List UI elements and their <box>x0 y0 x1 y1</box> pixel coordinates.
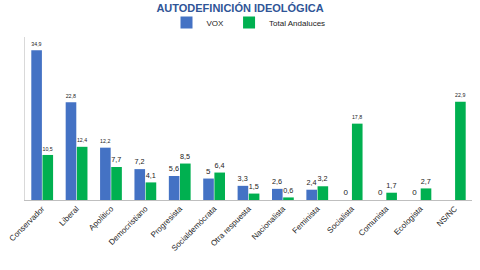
svg-text:7,2: 7,2 <box>134 157 144 166</box>
svg-text:Socialista: Socialista <box>325 204 356 235</box>
svg-text:AUTODEFINICIÓN IDEOLÓGICA: AUTODEFINICIÓN IDEOLÓGICA <box>156 2 323 14</box>
svg-text:2,6: 2,6 <box>272 177 282 186</box>
svg-text:Progresista: Progresista <box>149 204 184 239</box>
svg-text:34,9: 34,9 <box>31 41 41 47</box>
svg-text:Comunista: Comunista <box>357 204 391 238</box>
svg-text:22,9: 22,9 <box>455 92 465 98</box>
svg-text:10,5: 10,5 <box>42 146 52 152</box>
svg-text:6,4: 6,4 <box>214 161 224 170</box>
svg-text:Apolítico: Apolítico <box>87 204 115 232</box>
svg-text:Feminista: Feminista <box>291 204 322 235</box>
svg-text:12,4: 12,4 <box>77 137 87 143</box>
svg-text:17,8: 17,8 <box>352 114 362 120</box>
svg-text:Ecologista: Ecologista <box>392 204 425 237</box>
svg-text:5,6: 5,6 <box>169 164 179 173</box>
svg-text:12,2: 12,2 <box>100 138 110 144</box>
svg-text:VOX: VOX <box>207 19 225 28</box>
svg-text:Liberal: Liberal <box>57 204 81 228</box>
svg-text:Total Andaluces: Total Andaluces <box>269 19 325 28</box>
svg-text:3,2: 3,2 <box>318 174 328 183</box>
svg-text:0: 0 <box>412 188 417 197</box>
svg-text:Conservador: Conservador <box>8 204 47 243</box>
svg-text:0: 0 <box>344 188 349 197</box>
svg-text:1,7: 1,7 <box>386 181 396 190</box>
svg-text:8,5: 8,5 <box>180 152 190 161</box>
svg-text:NS/NC: NS/NC <box>435 204 459 228</box>
svg-text:3,3: 3,3 <box>238 174 248 183</box>
svg-text:5: 5 <box>206 167 211 176</box>
svg-text:7,7: 7,7 <box>111 155 121 164</box>
svg-text:Nacionalista: Nacionalista <box>250 204 288 242</box>
svg-text:0: 0 <box>378 188 383 197</box>
svg-text:0,6: 0,6 <box>283 186 293 195</box>
svg-text:Otra respuesta: Otra respuesta <box>209 204 253 248</box>
svg-text:Democristiano: Democristiano <box>107 204 150 247</box>
svg-text:2,7: 2,7 <box>421 177 431 186</box>
svg-text:4,1: 4,1 <box>146 171 156 180</box>
svg-text:1,5: 1,5 <box>249 182 259 191</box>
svg-text:2,4: 2,4 <box>306 178 316 187</box>
svg-text:Socialdemócrata: Socialdemócrata <box>170 204 219 253</box>
svg-text:22,8: 22,8 <box>66 93 76 99</box>
